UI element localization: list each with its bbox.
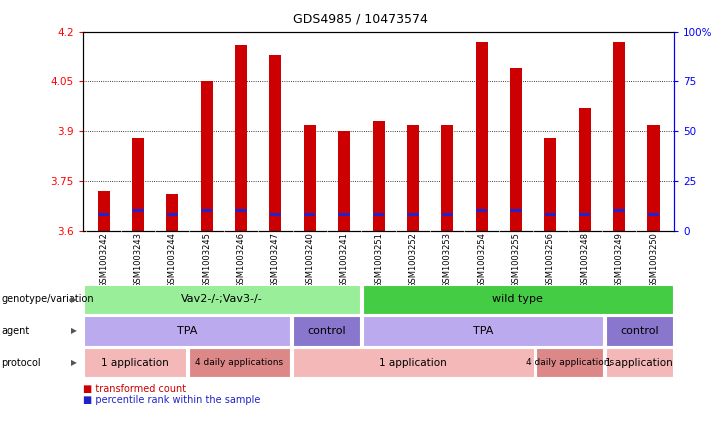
Bar [304, 124, 316, 231]
Bar [167, 194, 178, 231]
Bar [544, 138, 557, 231]
Bar [407, 214, 419, 216]
Bar [606, 348, 673, 377]
Text: 1 application: 1 application [606, 358, 673, 368]
Bar [201, 209, 213, 212]
Bar [510, 68, 522, 231]
Text: GSM1003245: GSM1003245 [202, 232, 211, 288]
Text: wild type: wild type [492, 294, 543, 304]
Bar [132, 209, 143, 212]
Bar [293, 316, 360, 346]
Text: genotype/variation: genotype/variation [1, 294, 94, 304]
Bar [373, 214, 384, 216]
Bar [441, 214, 453, 216]
Bar [338, 131, 350, 231]
Text: protocol: protocol [1, 358, 41, 368]
Bar [441, 124, 454, 231]
Text: GSM1003250: GSM1003250 [649, 232, 658, 288]
Text: ▶: ▶ [71, 358, 77, 367]
Text: 4 daily applications: 4 daily applications [526, 358, 614, 367]
Text: GSM1003240: GSM1003240 [305, 232, 314, 288]
Text: GSM1003249: GSM1003249 [614, 232, 624, 288]
Bar [84, 285, 360, 314]
Text: ■ percentile rank within the sample: ■ percentile rank within the sample [83, 395, 260, 405]
Text: agent: agent [1, 326, 30, 336]
Text: Vav2-/-;Vav3-/-: Vav2-/-;Vav3-/- [181, 294, 263, 304]
Bar [293, 348, 534, 377]
Bar [235, 45, 247, 231]
Text: GSM1003243: GSM1003243 [133, 232, 143, 288]
Bar [373, 121, 384, 231]
Text: GSM1003246: GSM1003246 [236, 232, 246, 288]
Bar [613, 42, 625, 231]
Text: GSM1003251: GSM1003251 [374, 232, 383, 288]
Text: GDS4985 / 10473574: GDS4985 / 10473574 [293, 13, 428, 26]
Bar [614, 209, 625, 212]
Text: 1 application: 1 application [379, 358, 447, 368]
Bar [338, 214, 350, 216]
Bar [132, 138, 144, 231]
Text: control: control [620, 326, 659, 336]
Bar [363, 285, 673, 314]
Bar [579, 108, 590, 231]
Text: control: control [307, 326, 345, 336]
Text: TPA: TPA [473, 326, 493, 336]
Bar [235, 209, 247, 212]
Bar [536, 348, 603, 377]
Bar [510, 209, 522, 212]
Text: 1 application: 1 application [101, 358, 169, 368]
Bar [97, 191, 110, 231]
Bar [476, 42, 487, 231]
Bar [84, 316, 290, 346]
Text: GSM1003255: GSM1003255 [511, 232, 521, 288]
Bar [647, 214, 659, 216]
Text: GSM1003244: GSM1003244 [168, 232, 177, 288]
Text: ▶: ▶ [71, 295, 77, 304]
Text: TPA: TPA [177, 326, 198, 336]
Text: GSM1003254: GSM1003254 [477, 232, 486, 288]
Bar [304, 214, 316, 216]
Bar [407, 124, 419, 231]
Bar [200, 82, 213, 231]
Text: GSM1003242: GSM1003242 [99, 232, 108, 288]
Bar [606, 316, 673, 346]
Text: GSM1003252: GSM1003252 [408, 232, 417, 288]
Text: ■ transformed count: ■ transformed count [83, 384, 186, 394]
Text: GSM1003253: GSM1003253 [443, 232, 452, 288]
Bar [98, 214, 110, 216]
Text: GSM1003248: GSM1003248 [580, 232, 589, 288]
Text: ▶: ▶ [71, 327, 77, 335]
Bar [579, 214, 590, 216]
Text: GSM1003241: GSM1003241 [340, 232, 349, 288]
Text: 4 daily applications: 4 daily applications [195, 358, 283, 367]
Bar [647, 124, 660, 231]
Text: GSM1003256: GSM1003256 [546, 232, 555, 288]
Bar [84, 348, 186, 377]
Bar [167, 214, 178, 216]
Bar [189, 348, 290, 377]
Text: GSM1003247: GSM1003247 [271, 232, 280, 288]
Bar [544, 214, 556, 216]
Bar [270, 214, 281, 216]
Bar [363, 316, 603, 346]
Bar [270, 55, 281, 231]
Bar [476, 209, 487, 212]
